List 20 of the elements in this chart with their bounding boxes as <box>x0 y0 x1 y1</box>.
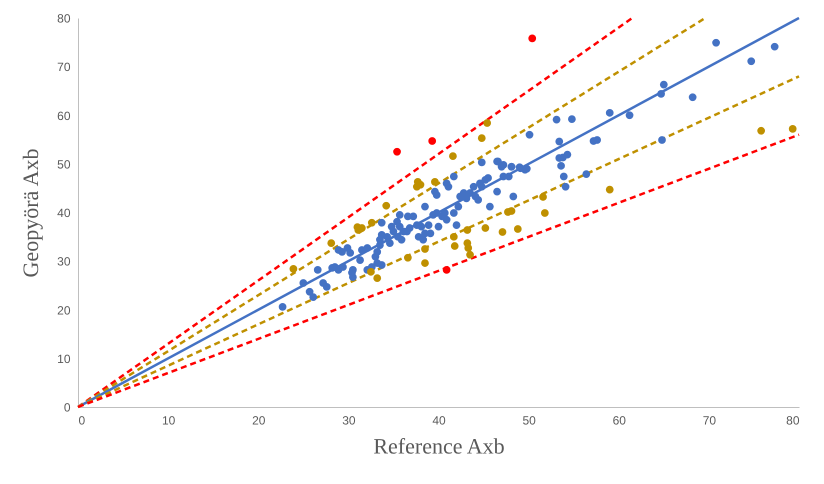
y-tick-label: 0 <box>64 400 71 414</box>
y-tick-label: 80 <box>57 12 71 26</box>
y-tick-label: 50 <box>57 157 71 172</box>
x-tick-label: 50 <box>522 414 536 428</box>
y-tick-label: 40 <box>57 206 71 220</box>
x-tick-label: 40 <box>432 414 446 428</box>
x-tick-label: 10 <box>162 414 176 428</box>
y-tick-label: 20 <box>57 303 71 318</box>
x-tick-label: 70 <box>702 414 716 428</box>
y-tick-label: 30 <box>57 254 71 269</box>
x-tick-label: 0 <box>78 414 86 428</box>
y-tick-label: 70 <box>57 60 71 74</box>
x-tick-label: 60 <box>612 414 626 428</box>
x-tick-label: 20 <box>252 414 266 428</box>
x-tick-label: 80 <box>786 414 800 428</box>
y-axis-title: Geopyörä Axb <box>18 148 44 278</box>
y-tick-label: 60 <box>57 108 71 123</box>
x-tick-label: 30 <box>342 414 356 428</box>
x-axis-title: Reference Axb <box>373 434 505 458</box>
y-tick-label: 10 <box>57 352 71 366</box>
